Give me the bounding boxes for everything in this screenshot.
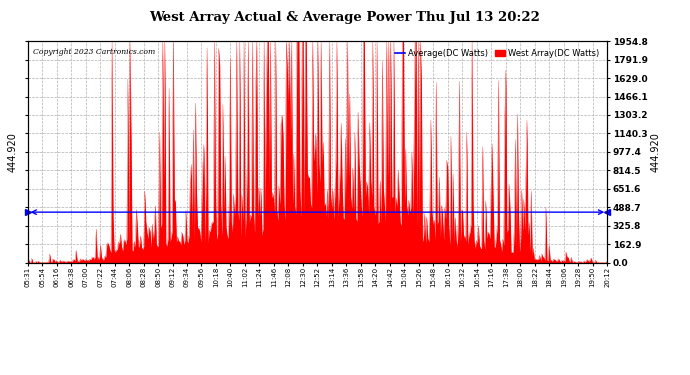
Y-axis label: 444.920: 444.920 xyxy=(651,132,660,172)
Text: Copyright 2023 Cartronics.com: Copyright 2023 Cartronics.com xyxy=(33,48,156,56)
Text: West Array Actual & Average Power Thu Jul 13 20:22: West Array Actual & Average Power Thu Ju… xyxy=(150,11,540,24)
Y-axis label: 444.920: 444.920 xyxy=(7,132,17,172)
Legend: Average(DC Watts), West Array(DC Watts): Average(DC Watts), West Array(DC Watts) xyxy=(392,45,603,61)
